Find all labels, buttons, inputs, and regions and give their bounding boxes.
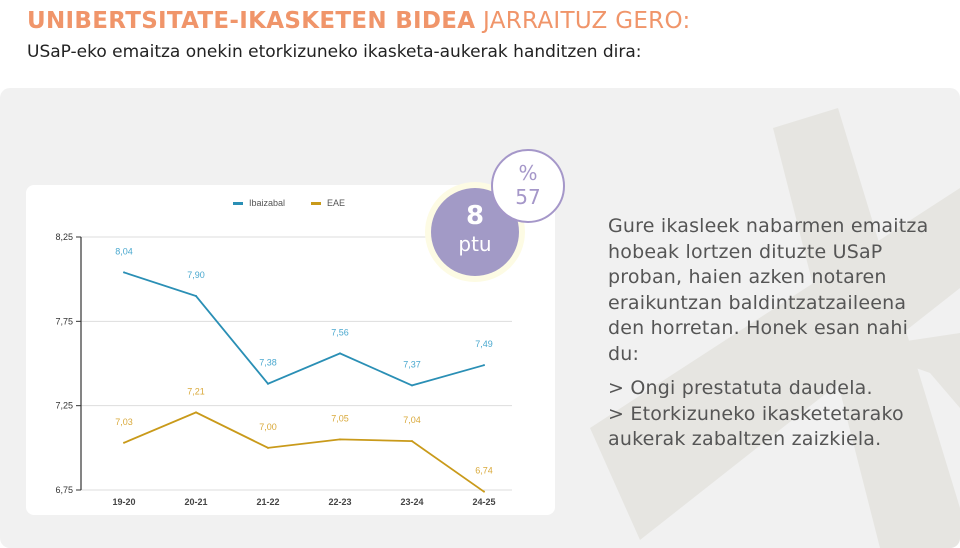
data-point — [411, 384, 413, 387]
title-light: JARRAITUZ GERO: — [475, 8, 691, 34]
data-label: 8,04 — [115, 246, 133, 256]
percent-badge: % 57 — [491, 149, 565, 223]
data-point — [195, 411, 197, 414]
series-line-ibaizabal — [123, 271, 485, 387]
percent-symbol: % — [518, 161, 538, 185]
title-bold: UNIBERTSITATE-IKASKETEN BIDEA — [27, 8, 476, 34]
y-tick-label: 6,75 — [55, 485, 73, 495]
percent-value: 57 — [515, 185, 541, 209]
legend-label-eae: EAE — [327, 198, 345, 208]
data-label: 7,90 — [187, 270, 205, 280]
data-point — [267, 446, 269, 449]
data-label: 7,03 — [115, 417, 133, 427]
description-paragraph: Gure ikasleek nabarmen emaitza hobeak lo… — [608, 215, 929, 365]
data-label: 6,74 — [475, 466, 493, 476]
data-point — [195, 295, 197, 298]
bullet-opportunities: > Etorkizuneko ikasketetarako aukerak za… — [608, 402, 904, 451]
x-tick-label: 24-25 — [472, 497, 495, 507]
data-label: 7,00 — [259, 422, 277, 432]
y-tick-label: 7,25 — [55, 401, 73, 411]
data-label: 7,49 — [475, 339, 493, 349]
x-tick-label: 23-24 — [400, 497, 423, 507]
x-tick-label: 19-20 — [112, 497, 135, 507]
data-label: 7,04 — [403, 415, 421, 425]
data-point — [339, 438, 341, 441]
data-label: 7,38 — [259, 358, 277, 368]
legend-swatch-ibaizabal — [233, 202, 243, 205]
x-tick-label: 22-23 — [328, 497, 351, 507]
x-tick-label: 20-21 — [184, 497, 207, 507]
data-point — [123, 271, 125, 274]
data-point — [483, 490, 485, 493]
points-unit: ptu — [458, 232, 492, 256]
description: Gure ikasleek nabarmen emaitza hobeak lo… — [608, 214, 938, 453]
data-label: 7,21 — [187, 386, 205, 396]
page-title: UNIBERTSITATE-IKASKETEN BIDEA JARRAITUZ … — [27, 8, 691, 34]
y-tick-label: 7,75 — [55, 316, 73, 326]
data-label: 7,56 — [331, 327, 349, 337]
data-point — [339, 352, 341, 355]
page-subtitle: USaP-eko emaitza onekin etorkizuneko ika… — [27, 42, 642, 62]
legend-swatch-eae — [311, 202, 321, 205]
data-point — [267, 382, 269, 385]
data-label: 7,05 — [331, 413, 349, 423]
watermark-logo — [590, 108, 960, 548]
data-point — [123, 441, 125, 444]
x-tick-label: 21-22 — [256, 497, 279, 507]
y-tick-label: 8,25 — [55, 232, 73, 242]
series-line-eae — [123, 411, 485, 493]
points-value: 8 — [465, 201, 485, 231]
data-label: 7,37 — [403, 359, 421, 369]
bullet-prepared: > Ongi prestatuta daudela. — [608, 377, 873, 399]
data-point — [411, 440, 413, 443]
legend-label-ibaizabal: Ibaizabal — [249, 198, 285, 208]
data-point — [483, 364, 485, 367]
